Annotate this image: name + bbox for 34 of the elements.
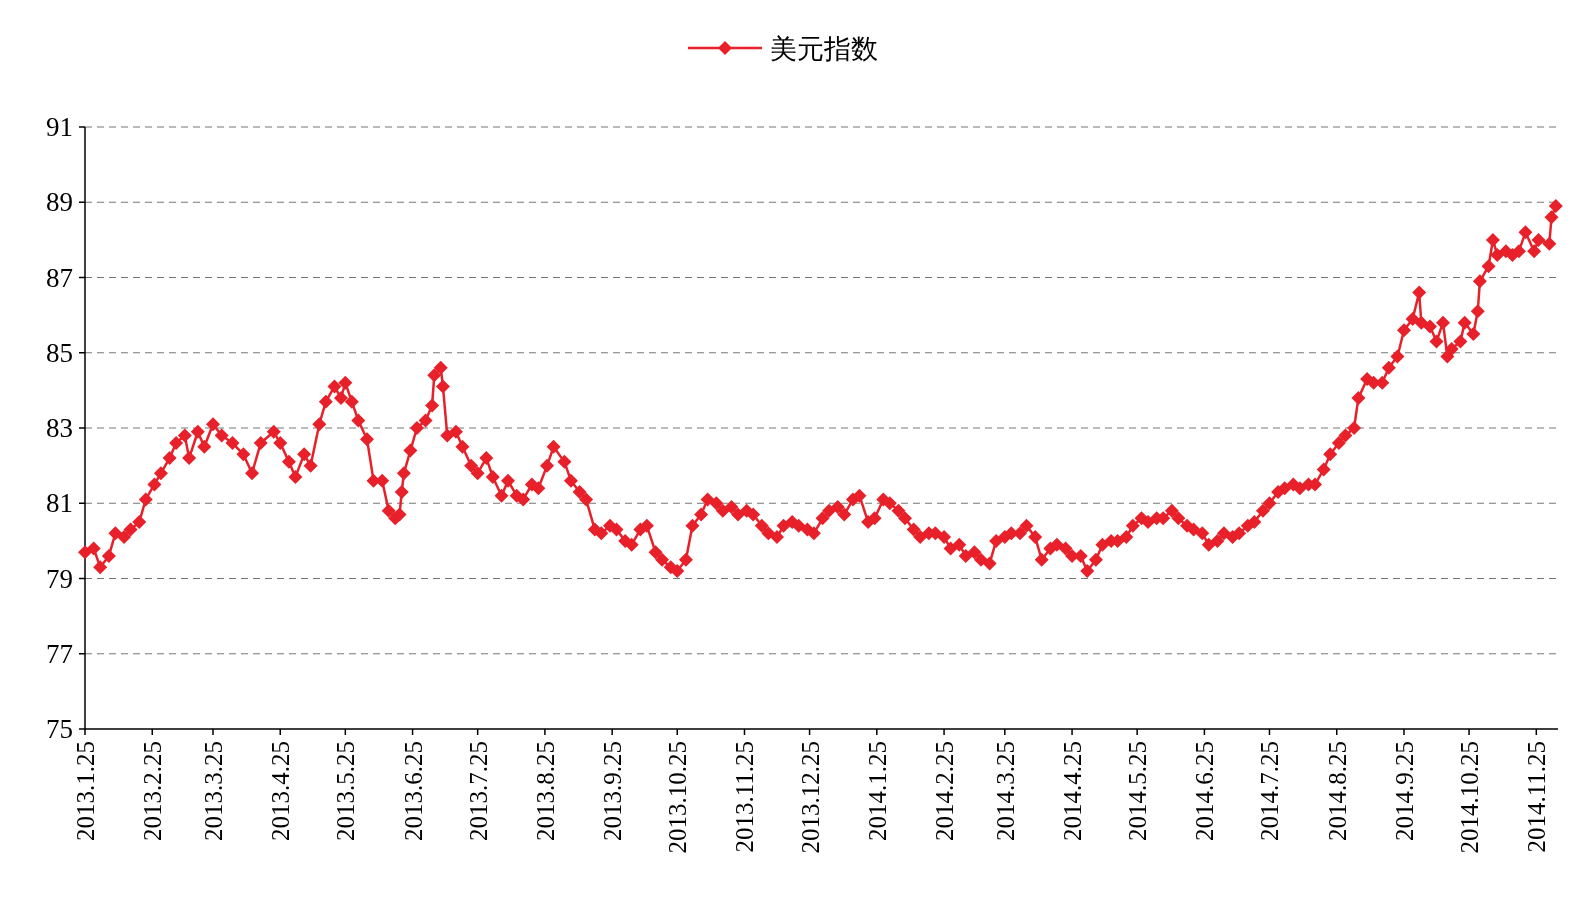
x-tick-label: 2013.5.25 [332, 741, 360, 841]
x-tick-label: 2013.8.25 [531, 741, 559, 841]
y-tick-label: 91 [46, 112, 73, 142]
x-tick-label: 2014.9.25 [1390, 741, 1418, 841]
y-tick-label: 89 [46, 187, 73, 218]
x-tick-label: 2014.7.25 [1256, 741, 1284, 841]
x-tick-label: 2014.11.25 [1523, 741, 1551, 853]
y-tick-label: 75 [46, 714, 73, 744]
x-tick-label: 2013.3.25 [199, 741, 227, 841]
y-tick-label: 87 [46, 262, 73, 293]
legend-label: 美元指数 [770, 33, 878, 64]
x-tick-label: 2014.5.25 [1124, 741, 1152, 841]
x-tick-label: 2013.7.25 [464, 741, 492, 841]
x-tick-label: 2014.6.25 [1191, 741, 1219, 841]
x-tick-label: 2014.4.25 [1059, 741, 1087, 841]
x-tick-label: 2013.10.25 [664, 741, 692, 854]
x-tick-label: 2013.4.25 [267, 741, 295, 841]
y-tick-label: 77 [46, 638, 73, 669]
y-tick-label: 81 [46, 488, 73, 519]
x-tick-label: 2013.6.25 [399, 741, 427, 841]
y-tick-label: 83 [46, 413, 73, 443]
x-tick-label: 2013.11.25 [731, 741, 759, 853]
x-tick-label: 2013.9.25 [599, 741, 627, 841]
x-tick-label: 2013.2.25 [139, 741, 167, 841]
x-tick-label: 2014.3.25 [991, 741, 1019, 841]
x-tick-label: 2014.1.25 [863, 741, 891, 841]
legend: 美元指数 [688, 33, 878, 64]
x-tick-label: 2014.2.25 [931, 741, 959, 841]
y-tick-label: 79 [46, 563, 73, 594]
x-tick-label: 2014.10.25 [1456, 741, 1484, 854]
x-tick-label: 2013.12.25 [796, 741, 824, 854]
y-tick-label: 85 [46, 337, 73, 368]
x-tick-label: 2014.8.25 [1323, 741, 1351, 841]
x-tick-label: 2013.1.25 [72, 741, 99, 841]
